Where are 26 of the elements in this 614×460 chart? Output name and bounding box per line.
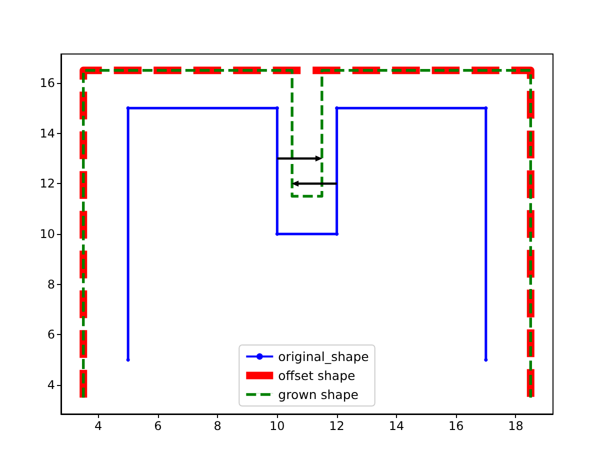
point — [484, 106, 488, 110]
point — [484, 358, 488, 362]
legend-label: original_shape — [278, 349, 370, 364]
point — [126, 106, 130, 110]
x-tick-label: 10 — [270, 419, 285, 433]
legend-label: grown shape — [278, 387, 359, 402]
y-tick-label: 16 — [40, 76, 55, 90]
x-tick-label: 14 — [388, 419, 404, 433]
x-tick-label: 4 — [94, 419, 102, 433]
point — [275, 106, 279, 110]
y-tick-label: 14 — [40, 126, 55, 140]
y-tick-label: 4 — [47, 378, 55, 392]
x-tick-label: 8 — [214, 419, 222, 433]
legend-label: offset shape — [278, 368, 356, 383]
point — [335, 232, 339, 236]
y-tick-label: 10 — [40, 227, 55, 241]
point — [275, 232, 279, 236]
y-tick-label: 6 — [47, 328, 55, 342]
x-tick-label: 6 — [154, 419, 162, 433]
x-tick-label: 18 — [508, 419, 524, 433]
x-tick-label: 12 — [329, 419, 344, 433]
y-tick-label: 8 — [47, 277, 55, 292]
point — [335, 106, 339, 110]
x-tick-label: 16 — [448, 419, 464, 433]
y-tick-label: 12 — [40, 176, 55, 191]
point — [126, 358, 130, 362]
